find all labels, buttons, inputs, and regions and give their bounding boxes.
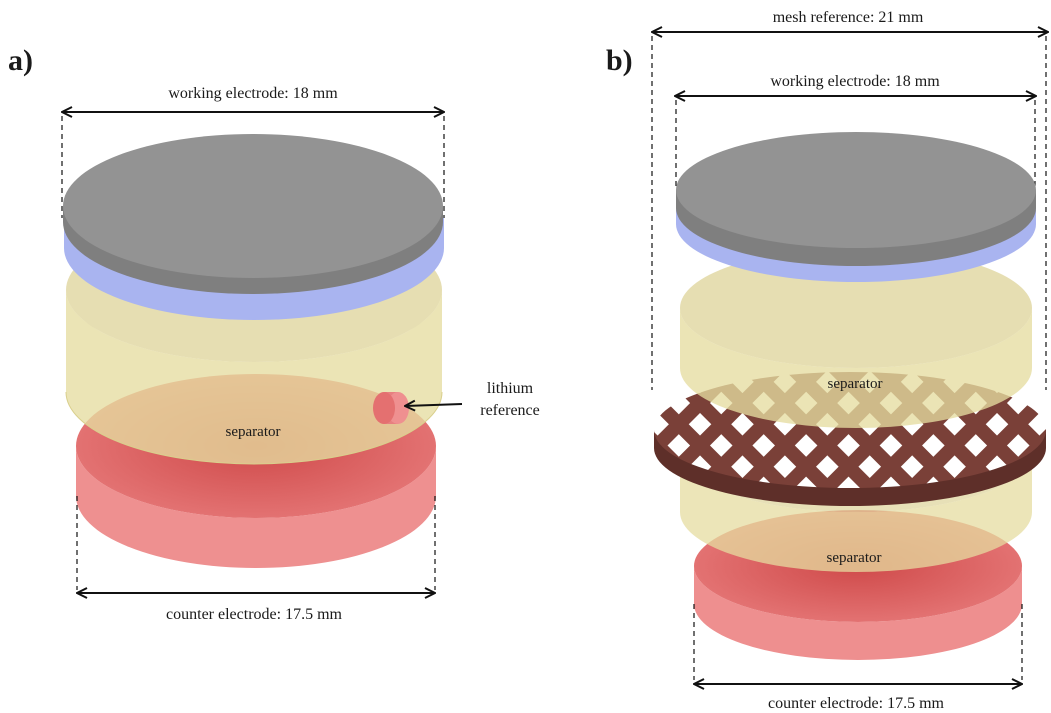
lower-separator-label: separator xyxy=(827,550,882,566)
mesh-reference-label: mesh reference: 21 mm xyxy=(773,9,924,26)
lithium-reference-label-line2: reference xyxy=(480,402,540,419)
working-electrode-label-b: working electrode: 18 mm xyxy=(770,73,940,90)
counter-electrode-label-b: counter electrode: 17.5 mm xyxy=(768,695,944,712)
separator-label: separator xyxy=(226,424,281,440)
upper-separator-label: separator xyxy=(828,376,883,392)
working-electrode-disc-b xyxy=(676,132,1036,266)
panel-b: b) mesh reference: 21 mm working electro… xyxy=(606,9,1048,712)
working-electrode-disc xyxy=(63,134,443,294)
panel-a: a) working electrode: 18 mm separator li… xyxy=(8,44,540,623)
upper-separator-disc xyxy=(680,248,1032,428)
panel-b-label: b) xyxy=(606,44,633,77)
lithium-reference-label-line1: lithium xyxy=(487,380,534,397)
panel-a-label: a) xyxy=(8,44,33,77)
lithium-reference-cylinder xyxy=(373,392,409,424)
counter-electrode-label: counter electrode: 17.5 mm xyxy=(166,606,342,623)
lithium-reference-arrow xyxy=(405,404,463,406)
working-electrode-label: working electrode: 18 mm xyxy=(168,85,338,102)
